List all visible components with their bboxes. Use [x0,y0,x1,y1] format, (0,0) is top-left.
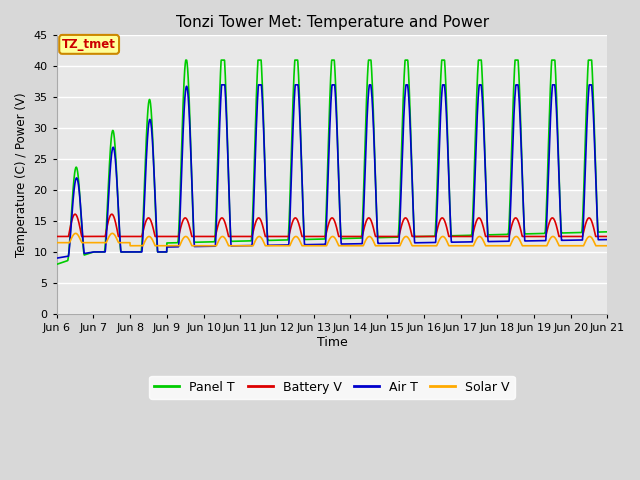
Air T [148,134,156,140]
Solar V [604,243,611,249]
Panel T [53,262,61,267]
Solar V [72,230,79,236]
Air T [264,242,272,248]
Battery V [604,234,611,240]
Line: Panel T: Panel T [57,60,607,264]
Y-axis label: Temperature (C) / Power (V): Temperature (C) / Power (V) [15,92,28,257]
Air T [218,82,225,88]
Air T [116,228,124,233]
Battery V [53,234,61,240]
Solar V [53,240,61,246]
Solar V [534,243,541,249]
Panel T [264,238,272,243]
Line: Air T: Air T [57,85,607,258]
Panel T [182,57,189,63]
Panel T [593,202,600,208]
Air T [534,238,541,244]
Solar V [288,238,296,243]
Air T [53,255,61,261]
X-axis label: Time: Time [317,336,348,348]
Line: Battery V: Battery V [57,214,607,237]
Legend: Panel T, Battery V, Air T, Solar V: Panel T, Battery V, Air T, Solar V [149,376,515,399]
Panel T [534,231,541,237]
Battery V [264,234,272,240]
Panel T [288,130,296,136]
Air T [288,156,296,162]
Panel T [148,125,156,131]
Text: TZ_tmet: TZ_tmet [62,38,116,51]
Battery V [71,211,79,217]
Solar V [126,243,134,249]
Battery V [593,234,600,240]
Title: Tonzi Tower Met: Temperature and Power: Tonzi Tower Met: Temperature and Power [175,15,488,30]
Battery V [534,234,541,240]
Solar V [264,243,272,249]
Solar V [593,243,601,249]
Air T [604,237,611,242]
Battery V [148,222,156,228]
Panel T [604,229,611,235]
Line: Solar V: Solar V [57,233,607,246]
Air T [593,205,600,211]
Panel T [116,231,124,237]
Solar V [148,237,156,243]
Battery V [288,221,296,227]
Solar V [116,240,124,246]
Battery V [116,234,124,240]
